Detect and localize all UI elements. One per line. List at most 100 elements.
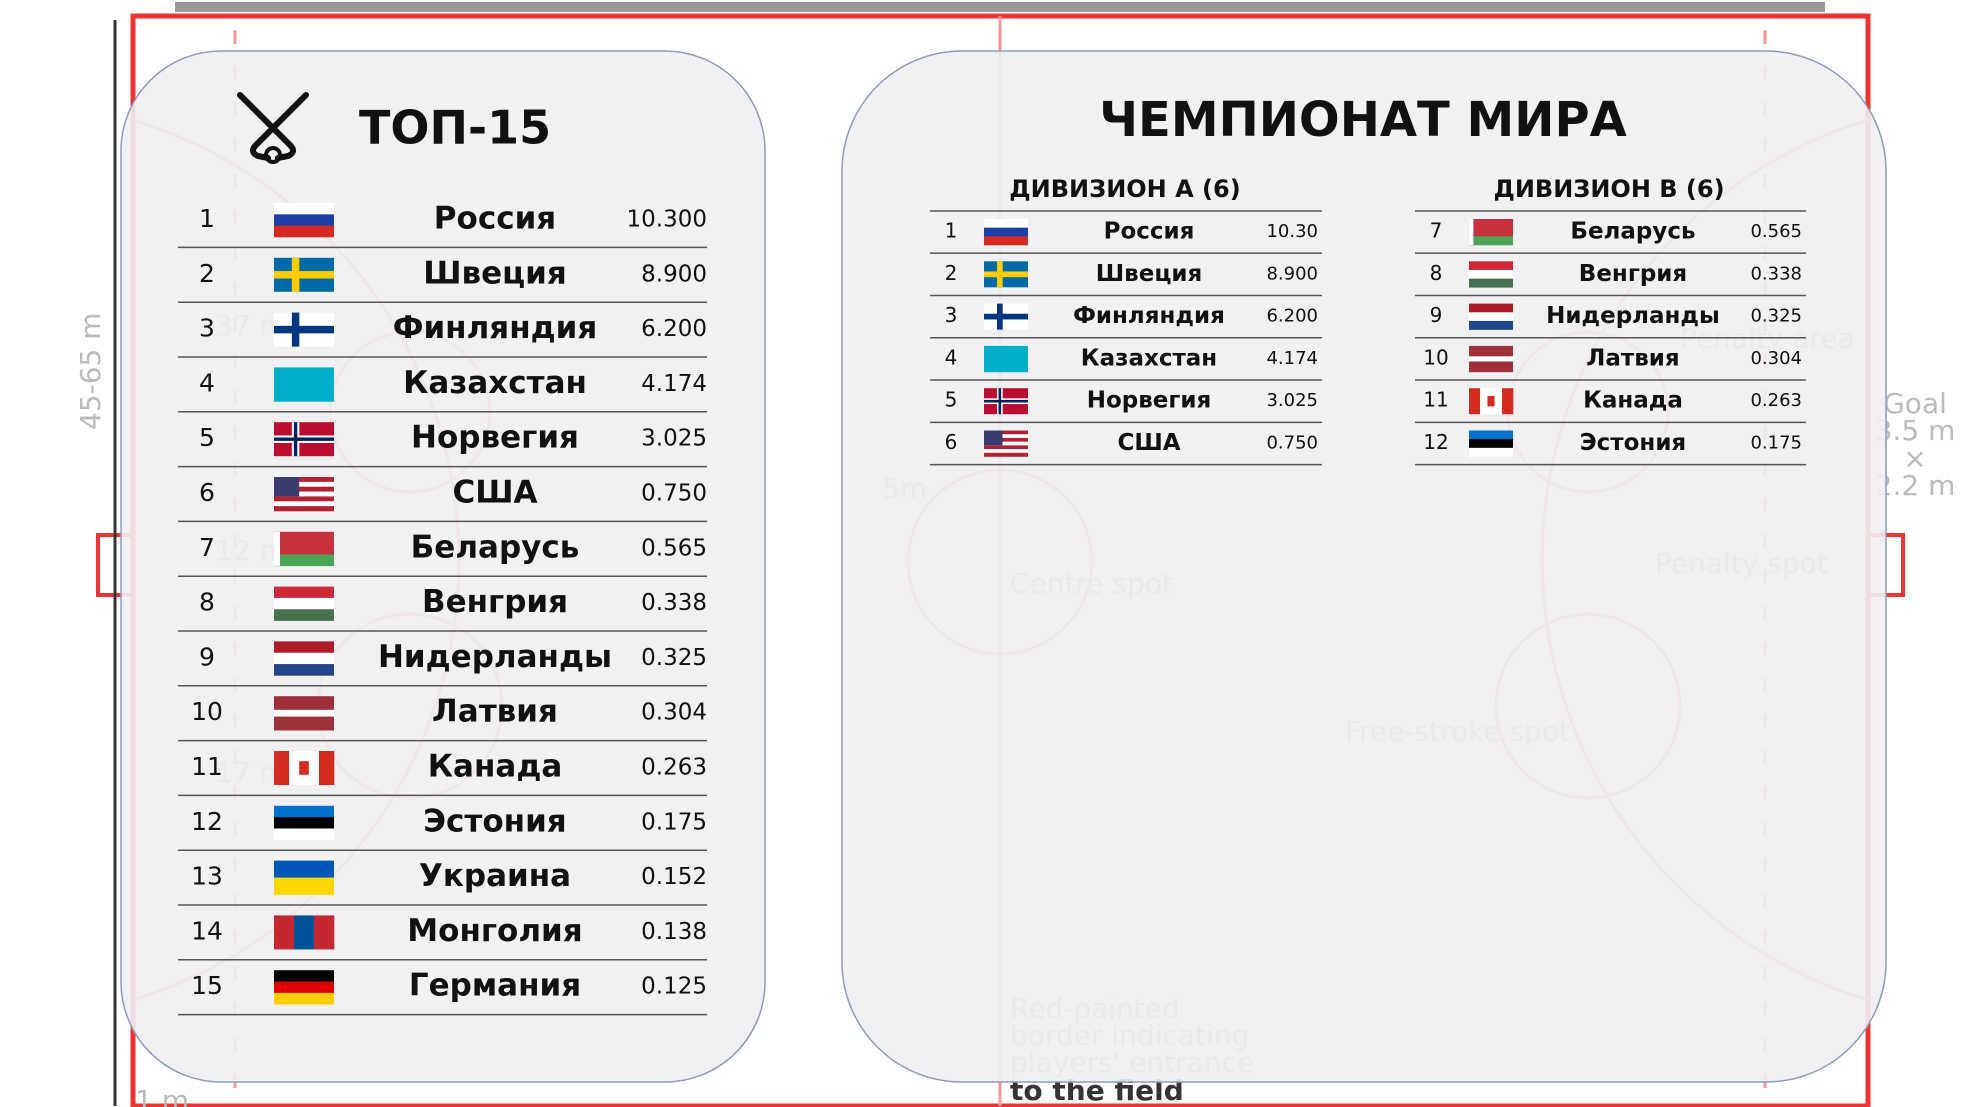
value: 0.338 [641,590,707,616]
flag [1469,345,1513,373]
flag-part [1469,278,1513,288]
country: Беларусь [411,529,580,565]
flag-part [274,609,334,621]
rank: 7 [199,533,215,562]
value: 0.750 [1266,433,1318,454]
country: Венгрия [1579,261,1687,287]
division-title: ДИВИЗИОН А (6) [1009,175,1240,203]
value: 0.565 [1750,221,1802,242]
rank: 8 [199,588,215,617]
rink-label: Goal [1883,387,1947,420]
country: Канада [428,749,563,785]
flag-part [984,441,1028,446]
flag-part [274,805,334,818]
flag-part [1469,345,1513,352]
flag-part [274,877,334,895]
rank: 1 [199,204,215,233]
flag-part [984,437,1028,442]
rink-label: × [1903,442,1926,475]
flag [984,345,1028,373]
rank: 3 [199,314,215,343]
rank: 2 [199,259,215,288]
flag-part [1469,312,1513,322]
flag-part [299,761,309,775]
flag-part [1469,219,1513,228]
value: 3.025 [641,426,707,452]
flag-part [1469,269,1513,279]
value: 0.565 [641,535,707,561]
flag-part [274,723,334,731]
country: Беларусь [1570,219,1695,245]
hockey-sticks-icon [237,92,309,164]
flag [274,696,334,731]
flag [274,312,334,347]
flag-part [274,817,334,829]
flag-part [274,203,334,215]
flag [1469,261,1513,288]
country: Украина [419,858,571,894]
flag-part [274,703,334,711]
flag-part [274,543,334,555]
world-panel [841,50,1887,1083]
flag [274,970,334,1005]
flag-part [984,236,1028,246]
flag-part [291,257,300,292]
value: 0.263 [1750,390,1802,411]
flag [1469,430,1513,457]
flag-part [293,422,298,457]
flag-part [1469,261,1513,271]
value: 0.325 [641,645,707,671]
flag-part [1469,219,1474,245]
value: 10.30 [1266,221,1318,242]
flag-part [274,367,334,402]
flag-part [274,915,295,950]
flag-part [998,388,1002,415]
rank: 4 [945,345,958,369]
value: 3.025 [1266,390,1318,411]
rink-label: 45-65 m [74,312,107,430]
country: Швеция [423,255,567,291]
country: Нидерланды [378,639,612,675]
flag [274,805,334,841]
rank: 3 [945,303,958,327]
flag-part [274,491,334,497]
flag-part [274,531,334,544]
value: 0.125 [641,974,707,1000]
flag-part [984,445,1028,450]
flag [274,477,334,512]
flag [984,303,1028,330]
flag-part [984,219,1028,228]
flag-part [274,696,334,704]
flag-part [996,303,1003,330]
flag-part [274,271,334,279]
value: 8.900 [641,261,707,287]
country: Канада [1583,388,1683,414]
flag-part [274,641,334,654]
flag-part [984,452,1028,457]
value: 0.175 [1750,433,1802,454]
rank: 5 [945,388,958,412]
rank: 15 [191,971,223,1000]
flag-part [274,751,290,785]
country: Норвегия [1087,388,1212,414]
flag-part [274,437,334,441]
country: США [452,475,537,511]
flag-part [274,586,334,599]
value: 0.138 [641,919,707,945]
flag-part [996,261,1003,288]
flag-part [1469,356,1513,362]
flag [984,261,1028,288]
flag-part [1502,388,1514,415]
rank: 10 [191,697,223,726]
rank: 6 [945,430,958,454]
rink-label: 3.5 m [1875,414,1956,447]
flag-part [274,481,334,488]
value: 8.900 [1266,263,1318,284]
country: Казахстан [1081,345,1217,371]
flag-part [274,970,334,982]
flag-part [984,227,1028,237]
rank: 10 [1423,345,1448,369]
flag [1469,219,1513,246]
flag-part [1469,303,1513,313]
flag [274,915,335,950]
